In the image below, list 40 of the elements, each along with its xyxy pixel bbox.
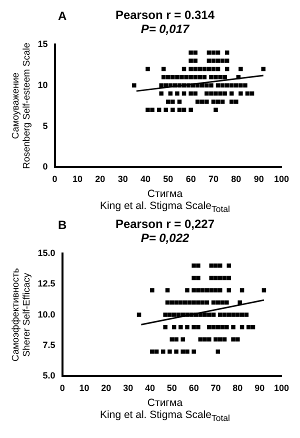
y-tick-label: 15.0	[38, 248, 56, 258]
x-tick-label: 90	[254, 383, 265, 394]
x-tick-label: 10	[79, 383, 90, 394]
x-tick-label: 80	[232, 383, 243, 394]
y-tick-label: 12.5	[38, 278, 56, 289]
x-tick-label: 100	[274, 174, 290, 184]
chart-subtitle: P= 0,017	[140, 22, 190, 36]
y-axis-title: Самоуважение Rosenberg Self-esteem Scale	[10, 42, 33, 169]
x-tick-label: 70	[208, 174, 218, 184]
x-tick-label: 60	[186, 174, 196, 184]
chart-title: Pearson r = 0,227	[115, 217, 215, 232]
y-tick-label: 7.5	[42, 340, 56, 350]
y-tick-label: 0	[42, 162, 48, 172]
x-tick-label: 80	[231, 174, 242, 184]
x-tick-label: 50	[166, 383, 177, 394]
y-axis-title: Самоэффективность Sherer Self-Efficacy	[10, 268, 33, 362]
x-tick-label: 40	[144, 383, 155, 394]
x-tick-label: 20	[95, 174, 106, 184]
x-tick-label: 30	[123, 383, 134, 394]
x-tick-label: 90	[254, 174, 264, 184]
text: A	[58, 9, 67, 23]
x-tick-label: 30	[118, 174, 128, 184]
y-tick-label: 15	[38, 38, 48, 49]
x-tick-label: 50	[163, 174, 174, 184]
chart-subtitle: P= 0,022	[140, 231, 190, 246]
y-tick-label: 10.0	[38, 309, 56, 320]
y-tick-label: 5.0	[42, 370, 56, 381]
x-tick-label: 20	[101, 383, 112, 394]
y-tick-label: 10	[38, 80, 48, 90]
x-tick-label: 40	[140, 174, 150, 184]
chart-title: Pearson r = 0.314	[115, 8, 215, 22]
x-axis-title: Стигма King et al. Stigma Scale$_{Total}$	[99, 397, 231, 424]
text: B	[58, 218, 67, 232]
x-tick-label: 10	[72, 174, 82, 184]
x-tick-label: 100	[274, 383, 290, 394]
x-tick-label: 70	[210, 383, 221, 394]
x-axis-title: Стигма King et al. Stigma Scale$_{Total}$	[99, 188, 231, 216]
y-tick-label: 5	[42, 120, 48, 131]
x-tick-label: 60	[188, 383, 199, 394]
x-tick-label: 0	[60, 383, 65, 394]
